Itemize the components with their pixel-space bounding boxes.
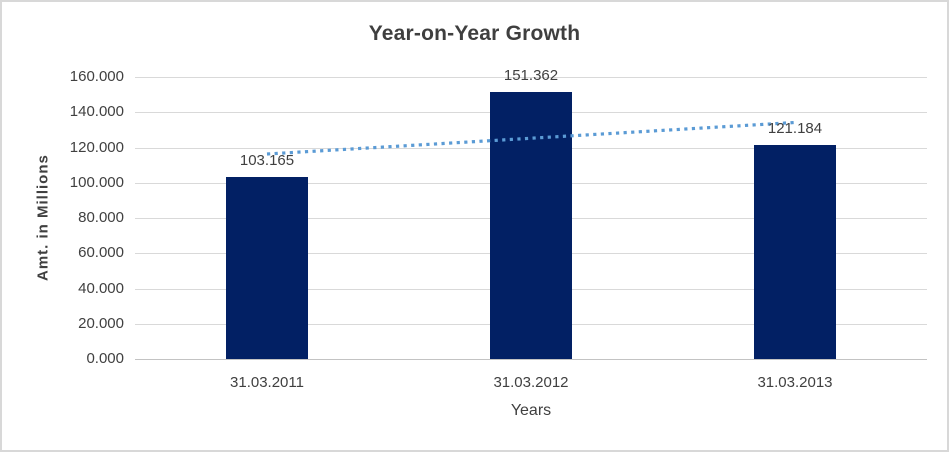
- y-tick-label: 100.000: [69, 173, 124, 191]
- y-tick-label: 80.000: [78, 209, 124, 226]
- bar-data-label: 121.184: [767, 120, 823, 138]
- y-tick-label: 160.000: [69, 68, 124, 85]
- y-tick-label: 20.000: [78, 314, 124, 332]
- bar-data-label: 151.362: [503, 67, 559, 85]
- bar-data-label: 103.165: [239, 152, 295, 170]
- y-tick-label: 140.000: [69, 103, 124, 121]
- x-tick-label: 31.03.2013: [757, 374, 833, 391]
- bar-31.03.2013: [754, 145, 836, 359]
- chart-title: Year-on-Year Growth: [368, 22, 581, 45]
- y-tick-label: 0.000: [86, 350, 124, 367]
- x-axis-title: Years: [510, 402, 552, 419]
- y-tick-label: 60.000: [78, 244, 124, 262]
- y-tick-label: 120.000: [69, 138, 124, 156]
- bar-31.03.2012: [490, 92, 572, 359]
- x-tick-label: 31.03.2012: [493, 374, 569, 391]
- x-tick-label: 31.03.2011: [230, 374, 304, 391]
- x-axis-line: [135, 359, 927, 360]
- y-tick-label: 40.000: [78, 279, 124, 297]
- gridline: [135, 77, 927, 78]
- bar-31.03.2011: [226, 177, 308, 359]
- plot-area: [135, 77, 927, 360]
